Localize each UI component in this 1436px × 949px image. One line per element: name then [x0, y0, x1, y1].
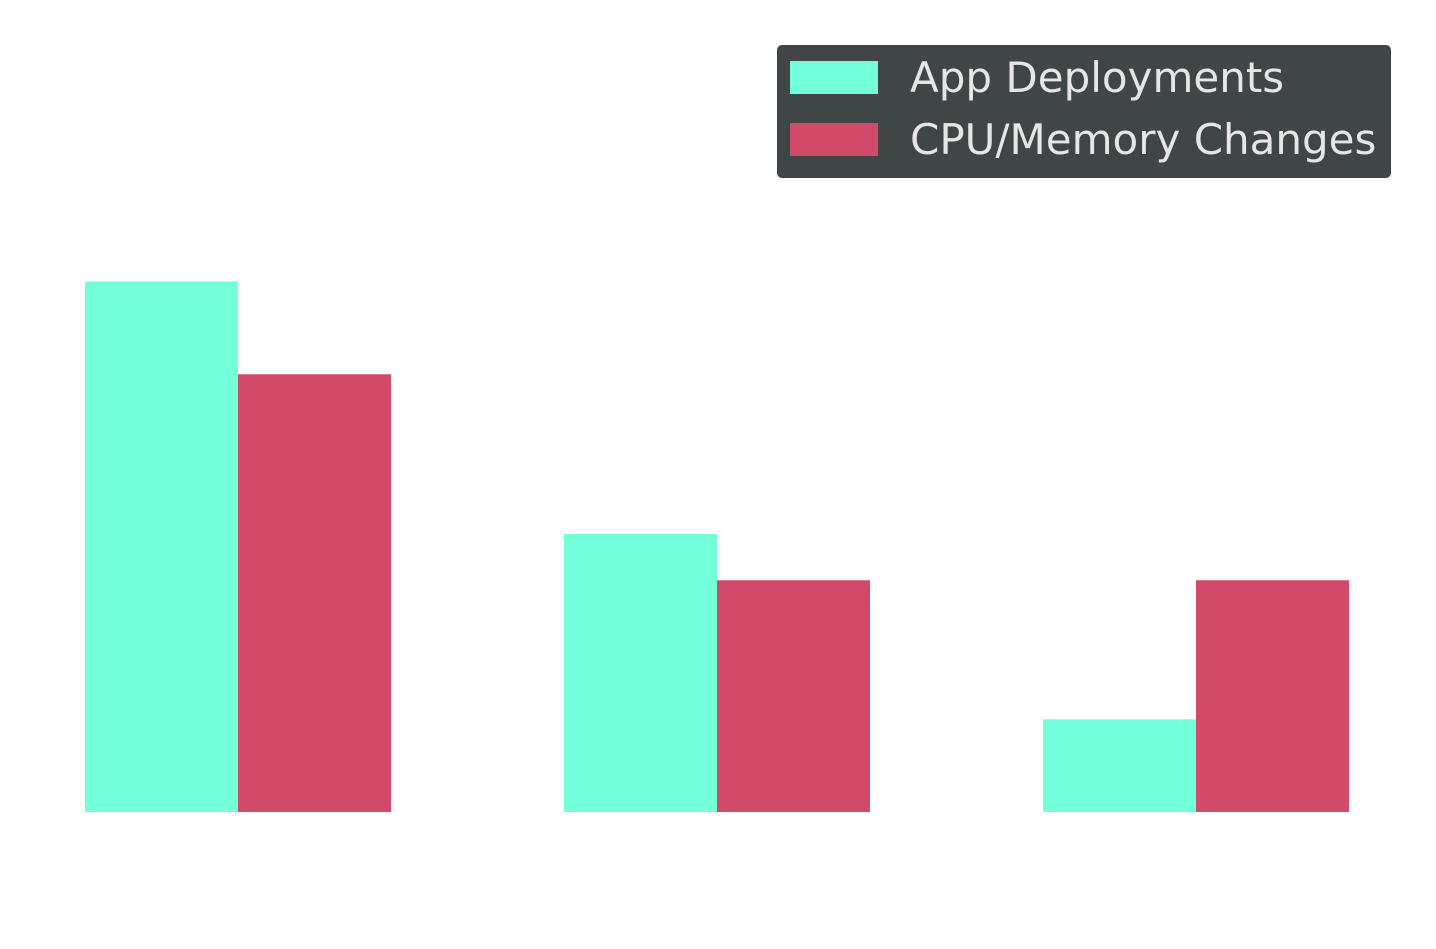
- bars-group: [85, 281, 1349, 812]
- bar-cpu-memory-changes-3: [1196, 580, 1349, 812]
- legend-swatch-app-deployments: [790, 61, 878, 94]
- legend-swatch-cpu-memory-changes: [790, 123, 878, 156]
- bar-app-deployments-2: [564, 533, 717, 812]
- legend-box: [777, 45, 1391, 178]
- legend-label-app-deployments: App Deployments: [910, 53, 1284, 102]
- legend: App Deployments CPU/Memory Changes: [777, 45, 1391, 178]
- bar-app-deployments-1: [85, 281, 238, 812]
- bar-app-deployments-3: [1043, 719, 1196, 812]
- legend-label-cpu-memory-changes: CPU/Memory Changes: [910, 115, 1376, 164]
- bar-cpu-memory-changes-2: [717, 580, 870, 812]
- bar-cpu-memory-changes-1: [238, 374, 391, 812]
